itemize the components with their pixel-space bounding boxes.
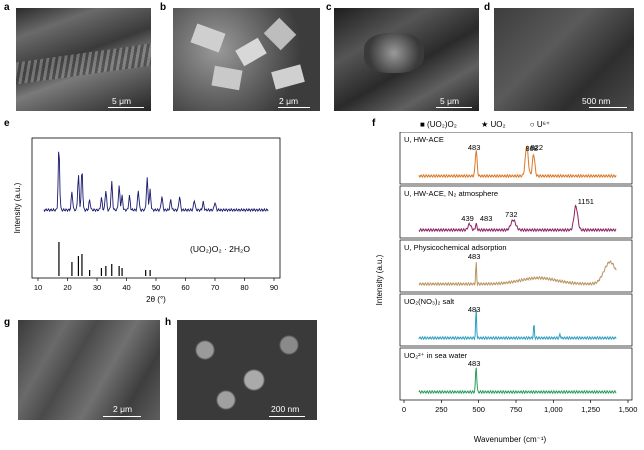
- panel-label-d: d: [484, 2, 491, 13]
- scale-label-c: 5 μm: [440, 96, 460, 106]
- raman-peak-label-2-0: 483: [468, 252, 481, 261]
- xrd-frame: [31, 137, 281, 279]
- xrd-tick-60: 60: [181, 283, 189, 292]
- raman-peak-label-1-0: 439: [461, 214, 474, 223]
- raman-tick-5: 1,250: [581, 405, 600, 414]
- xrd-tick-80: 80: [240, 283, 248, 292]
- raman-tick-0: 0: [402, 405, 406, 414]
- xrd-tick-90: 90: [270, 283, 278, 292]
- raman-peak-label-0-1: 822: [530, 143, 543, 152]
- raman-ylabel: Intensity (a.u.): [375, 254, 384, 305]
- raman-trace-name-2: U, Physicochemical adsorption: [404, 243, 507, 252]
- raman-trace-3: [418, 309, 617, 341]
- raman-tick-3: 750: [510, 405, 523, 414]
- raman-legend: ■ (UO₂)O₂ ★ UO₂ ○ U⁶⁺: [420, 120, 550, 129]
- raman-tick-4: 1,000: [544, 405, 563, 414]
- xrd-x-ticks: 10 20 30 40 50 60 70 80 90: [34, 278, 278, 292]
- scale-label-g: 2 μm: [113, 404, 133, 414]
- xrd-compound-label: (UO₂)O₂ · 2H₂O: [190, 244, 250, 254]
- raman-trace-0: [418, 144, 617, 179]
- scale-label-a: 5 μm: [112, 96, 132, 106]
- raman-tick-2: 500: [472, 405, 485, 414]
- raman-xlabel: Wavenumber (cm⁻¹): [474, 435, 547, 444]
- panel-label-c: c: [326, 2, 332, 13]
- sem-image-g: 2 μm: [18, 320, 160, 420]
- panel-label-h: h: [165, 317, 172, 328]
- xrd-tick-40: 40: [122, 283, 130, 292]
- raman-peak-label-4-0: 483: [468, 359, 481, 368]
- legend-u6: ○ U⁶⁺: [529, 120, 551, 129]
- raman-peak-label-1-2: 732: [505, 210, 518, 219]
- xrd-tick-10: 10: [34, 283, 42, 292]
- raman-trace-4: [418, 367, 617, 395]
- legend-uo2: ★ UO₂: [481, 120, 506, 129]
- panel-label-a: a: [4, 2, 10, 13]
- panel-label-e: e: [4, 118, 10, 129]
- scale-label-h: 200 nm: [271, 404, 300, 414]
- raman-peak-label-0-2: 868: [525, 144, 538, 153]
- sem-image-b: 2 μm: [173, 8, 320, 111]
- raman-trace-name-0: U, HW-ACE: [404, 135, 444, 144]
- xrd-xlabel: 2θ (°): [146, 295, 166, 304]
- raman-x-ticks: 0 250 500 750 1,000 1,250 1,500: [402, 400, 637, 414]
- raman-trace-1: [418, 204, 617, 233]
- scale-label-d: 500 nm: [582, 96, 611, 106]
- raman-trace-panel-3: UO₂(NO₃)₂ salt 483: [399, 293, 633, 347]
- raman-trace-panel-1: U, HW-ACE, N₂ atmosphere 439 483 732 1151: [399, 185, 633, 239]
- xrd-ylabel: Intensity (a.u.): [13, 182, 22, 233]
- xrd-chart: 10 20 30 40 50 60 70 80 90 Intensity (a.u.) 2θ (…: [13, 137, 281, 304]
- raman-peak-label-0-0: 483: [468, 143, 481, 152]
- panel-label-g: g: [4, 317, 11, 328]
- raman-trace-name-1: U, HW-ACE, N₂ atmosphere: [404, 189, 498, 198]
- raman-trace-name-4: UO₂²⁺ in sea water: [404, 351, 468, 360]
- sem-image-a: 5 μm: [16, 8, 151, 111]
- xrd-tick-30: 30: [93, 283, 101, 292]
- xrd-tick-70: 70: [211, 283, 219, 292]
- xrd-tick-50: 50: [152, 283, 160, 292]
- xrd-tick-20: 20: [63, 283, 71, 292]
- raman-peak-label-1-3: 1151: [578, 197, 594, 206]
- xrd-pattern-line: [43, 151, 269, 213]
- raman-trace-2: [418, 260, 617, 287]
- raman-peak-label-3-0: 483: [468, 305, 481, 314]
- sem-image-d: 500 nm: [494, 8, 634, 111]
- sem-image-c: 5 μm: [334, 8, 479, 111]
- scale-label-b: 2 μm: [279, 96, 299, 106]
- raman-tick-1: 250: [435, 405, 448, 414]
- reference-bars: [58, 242, 151, 276]
- sem-image-h: 200 nm: [177, 320, 317, 420]
- legend-uo2o2: ■ (UO₂)O₂: [420, 120, 457, 129]
- panel-label-b: b: [160, 2, 167, 13]
- raman-peak-label-1-1: 483: [480, 214, 493, 223]
- raman-tick-6: 1,500: [619, 405, 638, 414]
- raman-trace-name-3: UO₂(NO₃)₂ salt: [404, 297, 455, 306]
- panel-label-f: f: [372, 118, 376, 129]
